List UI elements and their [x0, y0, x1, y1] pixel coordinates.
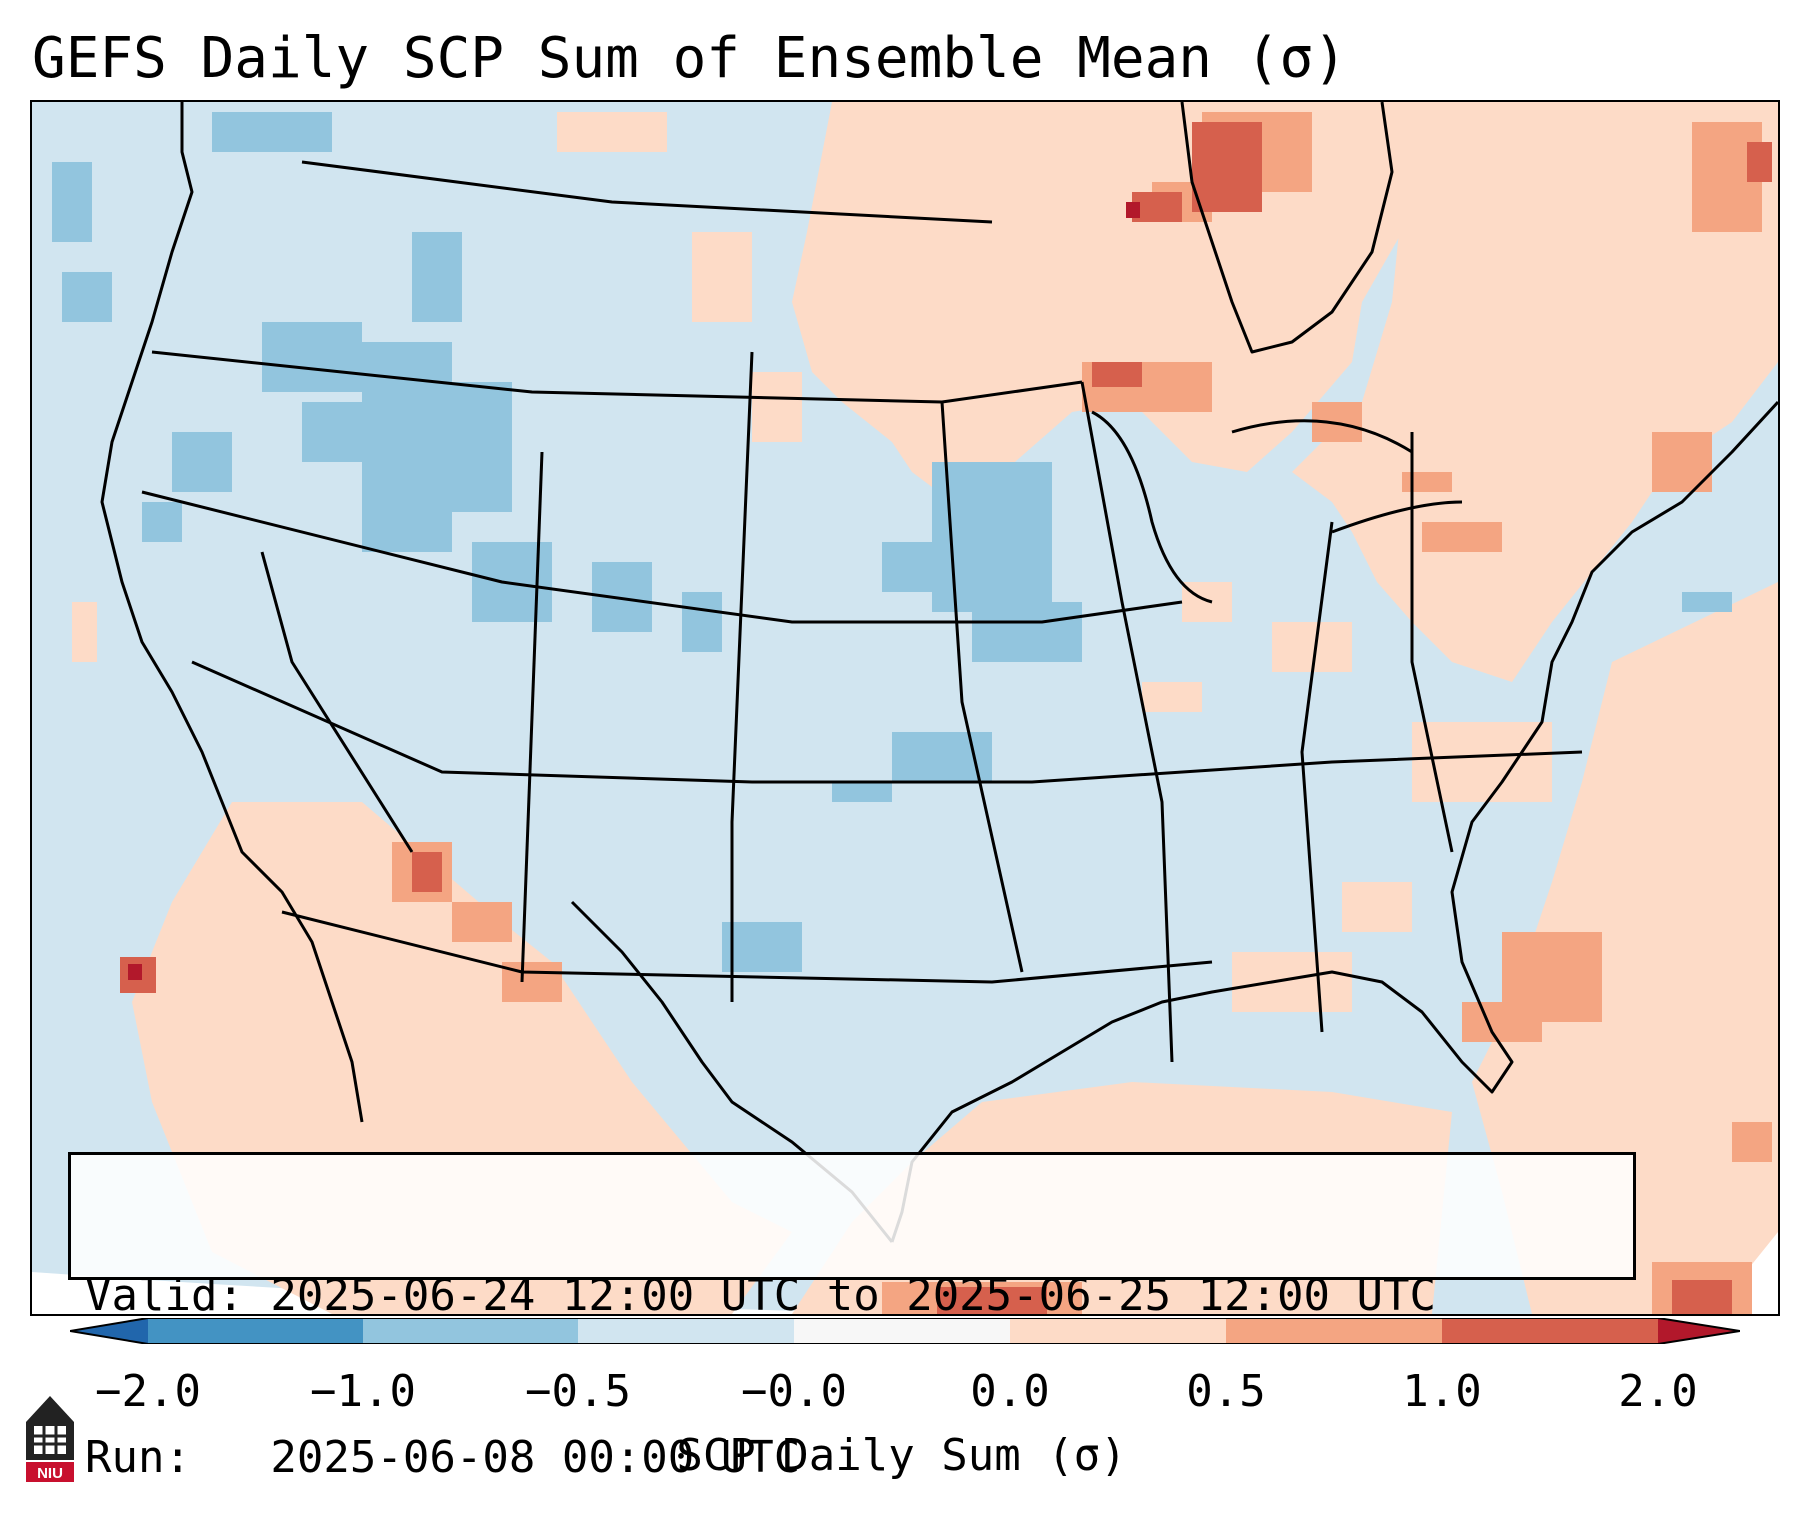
- no-data-area: [32, 1272, 932, 1314]
- positive-anomaly-region: [792, 102, 1462, 502]
- east-gulf-coast: [890, 400, 1778, 1243]
- valid-time-text: Valid: 2025-06-24 12:00 UTC to 2025-06-2…: [85, 1270, 1437, 1321]
- colorbar-tick-label: 1.0: [1402, 1366, 1482, 1417]
- positive-anomaly-patch: [752, 372, 802, 442]
- map-panel: [30, 100, 1780, 1316]
- moderate-positive-patch: [452, 902, 512, 942]
- colorbar-label: SCP Daily Sum (σ): [676, 1430, 1127, 1481]
- strong-positive-patch: [1192, 122, 1262, 212]
- colorbar: [70, 1318, 1740, 1344]
- negative-anomaly-patch: [62, 272, 112, 322]
- negative-anomaly-patch: [302, 402, 362, 462]
- positive-anomaly-patch: [1272, 622, 1352, 672]
- colorbar-tick-label: 0.5: [1186, 1366, 1266, 1417]
- negative-anomaly-patch: [412, 232, 462, 322]
- state-line: [1080, 381, 1174, 1063]
- logo-window: [34, 1426, 66, 1454]
- chart-title: GEFS Daily SCP Sum of Ensemble Mean (σ): [32, 26, 1347, 91]
- negative-anomaly-patch: [722, 922, 802, 972]
- strong-positive-patch: [1672, 1280, 1732, 1314]
- map-canvas: [32, 102, 1778, 1314]
- strong-positive-patch: [937, 1287, 1047, 1314]
- negative-anomaly-patch: [142, 502, 182, 542]
- negative-anomaly-patch: [972, 602, 1082, 662]
- lake-michigan-shore: [1091, 410, 1213, 604]
- state-line: [1300, 521, 1334, 1033]
- positive-anomaly-patch: [72, 602, 97, 662]
- strong-positive-patch: [1747, 142, 1772, 182]
- moderate-positive-patch: [1732, 1122, 1772, 1162]
- anomaly-field: [32, 102, 1778, 1314]
- logo-text: NIU: [37, 1465, 63, 1482]
- colorbar-bin: [148, 1318, 363, 1344]
- strong-positive-patch: [1132, 192, 1182, 222]
- lake-shore: [1231, 419, 1413, 454]
- state-line: [940, 401, 1024, 973]
- colorbar-tick-label: −0.5: [525, 1366, 631, 1417]
- west-coast: [100, 102, 364, 1123]
- positive-anomaly-patch: [1342, 882, 1412, 932]
- niu-logo: NIU: [26, 1396, 74, 1482]
- colorbar-bin: [363, 1318, 578, 1344]
- colorbar-tick-label: −0.0: [741, 1366, 847, 1417]
- extreme-positive-patch: [1126, 202, 1140, 218]
- northern-border-west: [151, 350, 1083, 404]
- positive-anomaly-patch: [1232, 952, 1352, 1012]
- colorbar-tick-label: −1.0: [310, 1366, 416, 1417]
- state-line: [730, 351, 754, 1002]
- state-line: [191, 660, 1583, 784]
- colorbar-bin: [578, 1318, 794, 1344]
- colorbar-tick-label: 0.0: [970, 1366, 1050, 1417]
- colorbar-bin: [1442, 1318, 1658, 1344]
- positive-anomaly-region: [1472, 582, 1778, 1314]
- negative-anomaly-patch: [452, 382, 512, 512]
- colorbar-bin-over: [1658, 1318, 1740, 1344]
- positive-anomaly-patch: [1142, 682, 1202, 712]
- state-line: [281, 910, 1213, 984]
- positive-anomaly-patch: [692, 232, 752, 322]
- moderate-positive-patch: [1402, 472, 1452, 492]
- state-line: [260, 551, 414, 853]
- canada-border: [301, 160, 993, 224]
- colorbar-bin-under: [70, 1318, 148, 1344]
- colorbar-bin: [1226, 1318, 1442, 1344]
- boundaries: [100, 102, 1778, 1243]
- negative-anomaly-patch: [362, 342, 452, 552]
- logo-window-grid: [34, 1426, 66, 1454]
- negative-anomaly-patch: [262, 322, 362, 392]
- logo-banner: [26, 1462, 74, 1482]
- positive-anomaly-patch: [557, 112, 667, 152]
- run-time-text: Run: 2025-06-08 00:00 UTC: [85, 1432, 801, 1483]
- negative-anomaly-patch: [212, 112, 332, 152]
- moderate-positive-patch: [1462, 1002, 1542, 1042]
- colorbar-tick-label: 2.0: [1618, 1366, 1698, 1417]
- strong-positive-patch: [412, 852, 442, 892]
- state-line: [520, 451, 544, 983]
- lake-shore: [1331, 500, 1463, 534]
- negative-anomaly-patch: [172, 432, 232, 492]
- colorbar-tick-label: −2.0: [95, 1366, 201, 1417]
- negative-anomaly-patch: [52, 162, 92, 242]
- positive-anomaly-patch: [1412, 722, 1552, 802]
- validity-info-box: Valid: 2025-06-24 12:00 UTC to 2025-06-2…: [68, 1152, 1636, 1483]
- moderate-positive-patch: [1422, 522, 1502, 552]
- negative-anomaly-patch: [1682, 592, 1732, 612]
- negative-anomaly-patch: [682, 592, 722, 652]
- state-line: [141, 490, 1183, 624]
- negative-anomaly-patch: [832, 782, 892, 802]
- colorbar-bin: [794, 1318, 1010, 1344]
- negative-anomaly-patch: [882, 542, 942, 592]
- colorbar-bin: [1010, 1318, 1226, 1344]
- canada-coast: [1180, 102, 1394, 354]
- extreme-positive-patch: [128, 964, 142, 980]
- strong-positive-patch: [1092, 362, 1142, 387]
